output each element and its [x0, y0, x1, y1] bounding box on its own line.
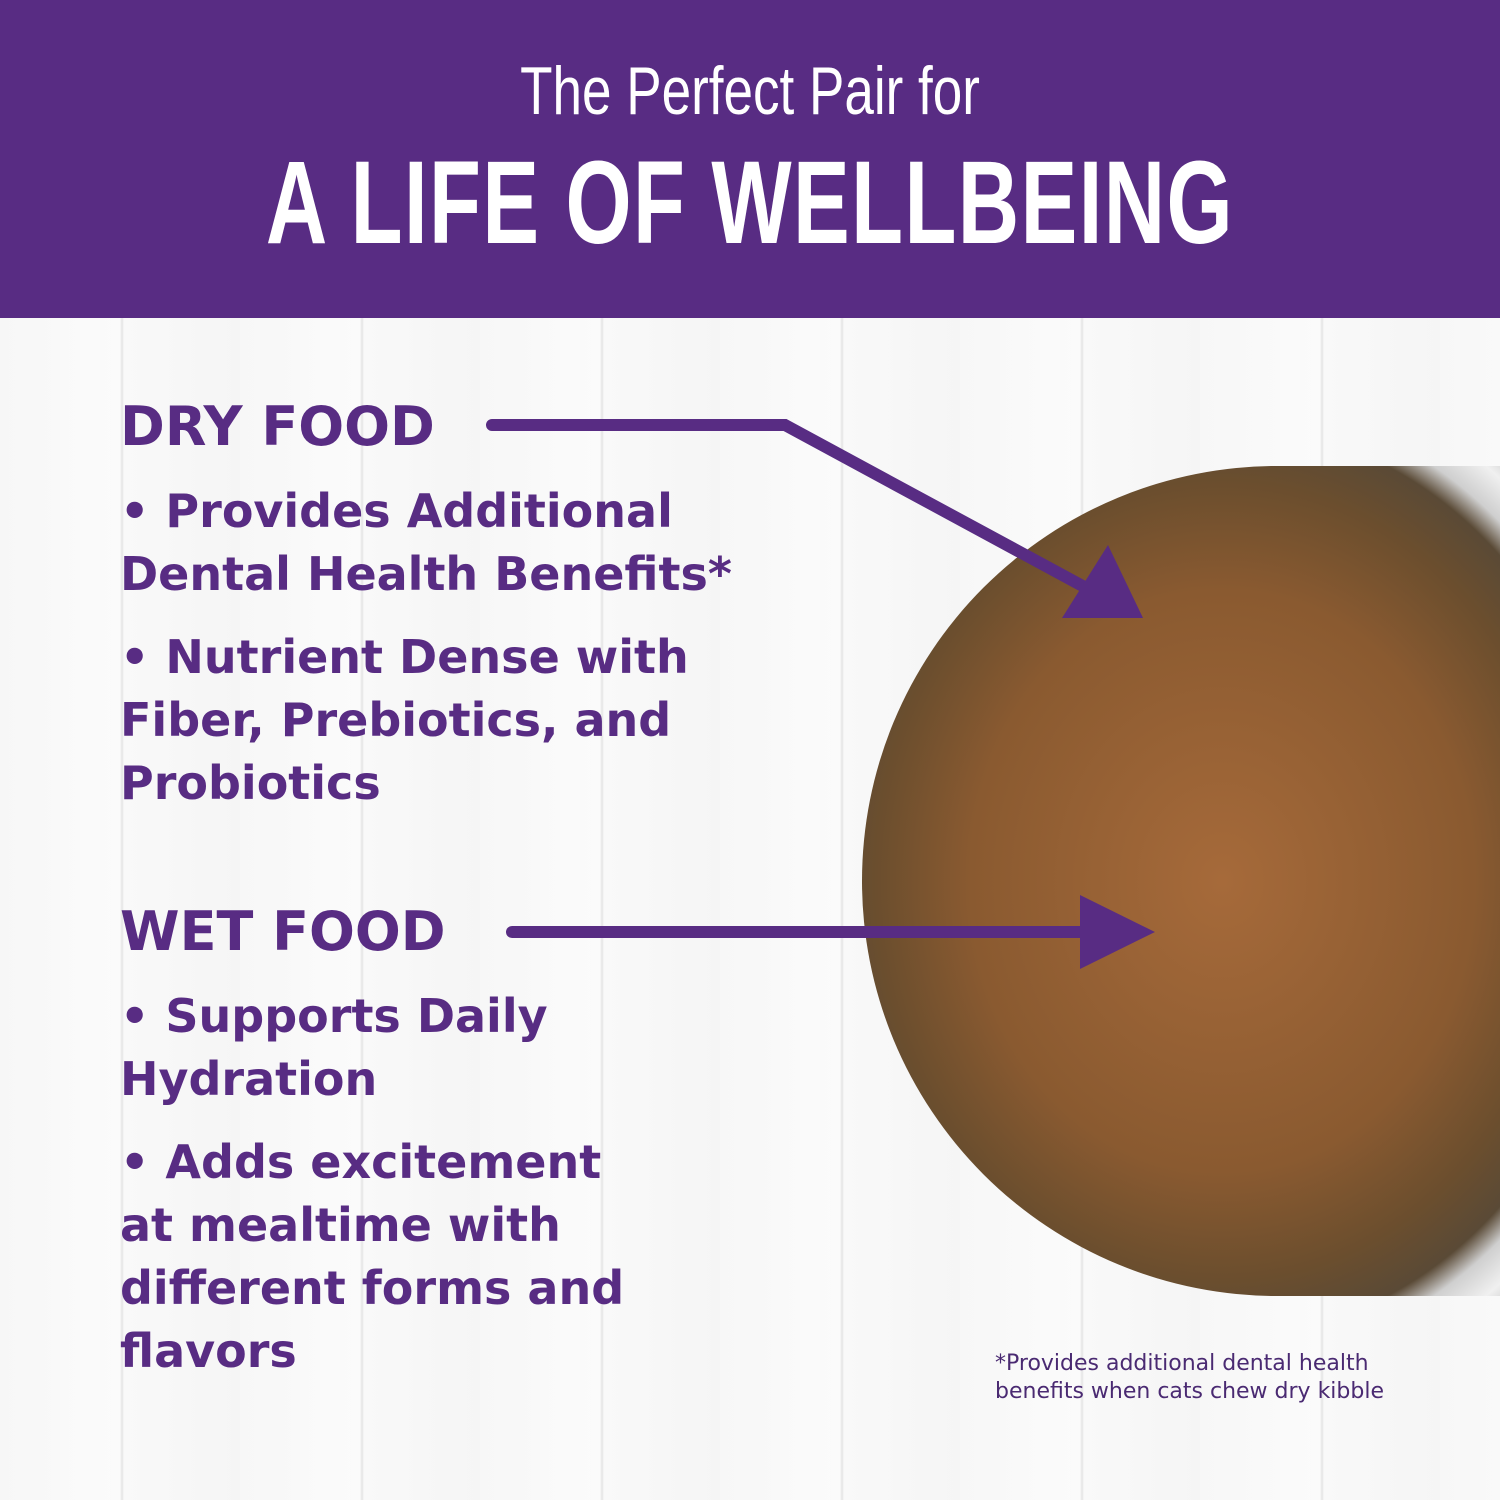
- dry-food-section: DRY FOOD • Provides Additional Dental He…: [120, 395, 800, 815]
- header-subtitle: The Perfect Pair for: [520, 53, 980, 129]
- wet-food-benefit: • Adds excitement at mealtime with diffe…: [120, 1135, 625, 1378]
- dry-food-benefit: • Nutrient Dense with Fiber, Prebiotics,…: [120, 630, 689, 810]
- dry-food-arrow-icon: [486, 419, 1143, 618]
- header-banner: The Perfect Pair for A LIFE OF WELLBEING: [0, 0, 1500, 318]
- wet-food-arrow-icon: [506, 895, 1155, 969]
- dry-food-benefit: • Provides Additional Dental Health Bene…: [120, 484, 732, 601]
- wet-food-section: WET FOOD • Supports Daily Hydration • Ad…: [120, 900, 660, 1383]
- header-title: A LIFE OF WELLBEING: [265, 137, 1235, 269]
- wet-food-title: WET FOOD: [120, 900, 446, 963]
- footnote: *Provides additional dental health benef…: [995, 1351, 1384, 1404]
- dry-food-title: DRY FOOD: [120, 395, 435, 458]
- food-bowl-image: [862, 466, 1500, 1296]
- wet-food-benefit: • Supports Daily Hydration: [120, 989, 548, 1106]
